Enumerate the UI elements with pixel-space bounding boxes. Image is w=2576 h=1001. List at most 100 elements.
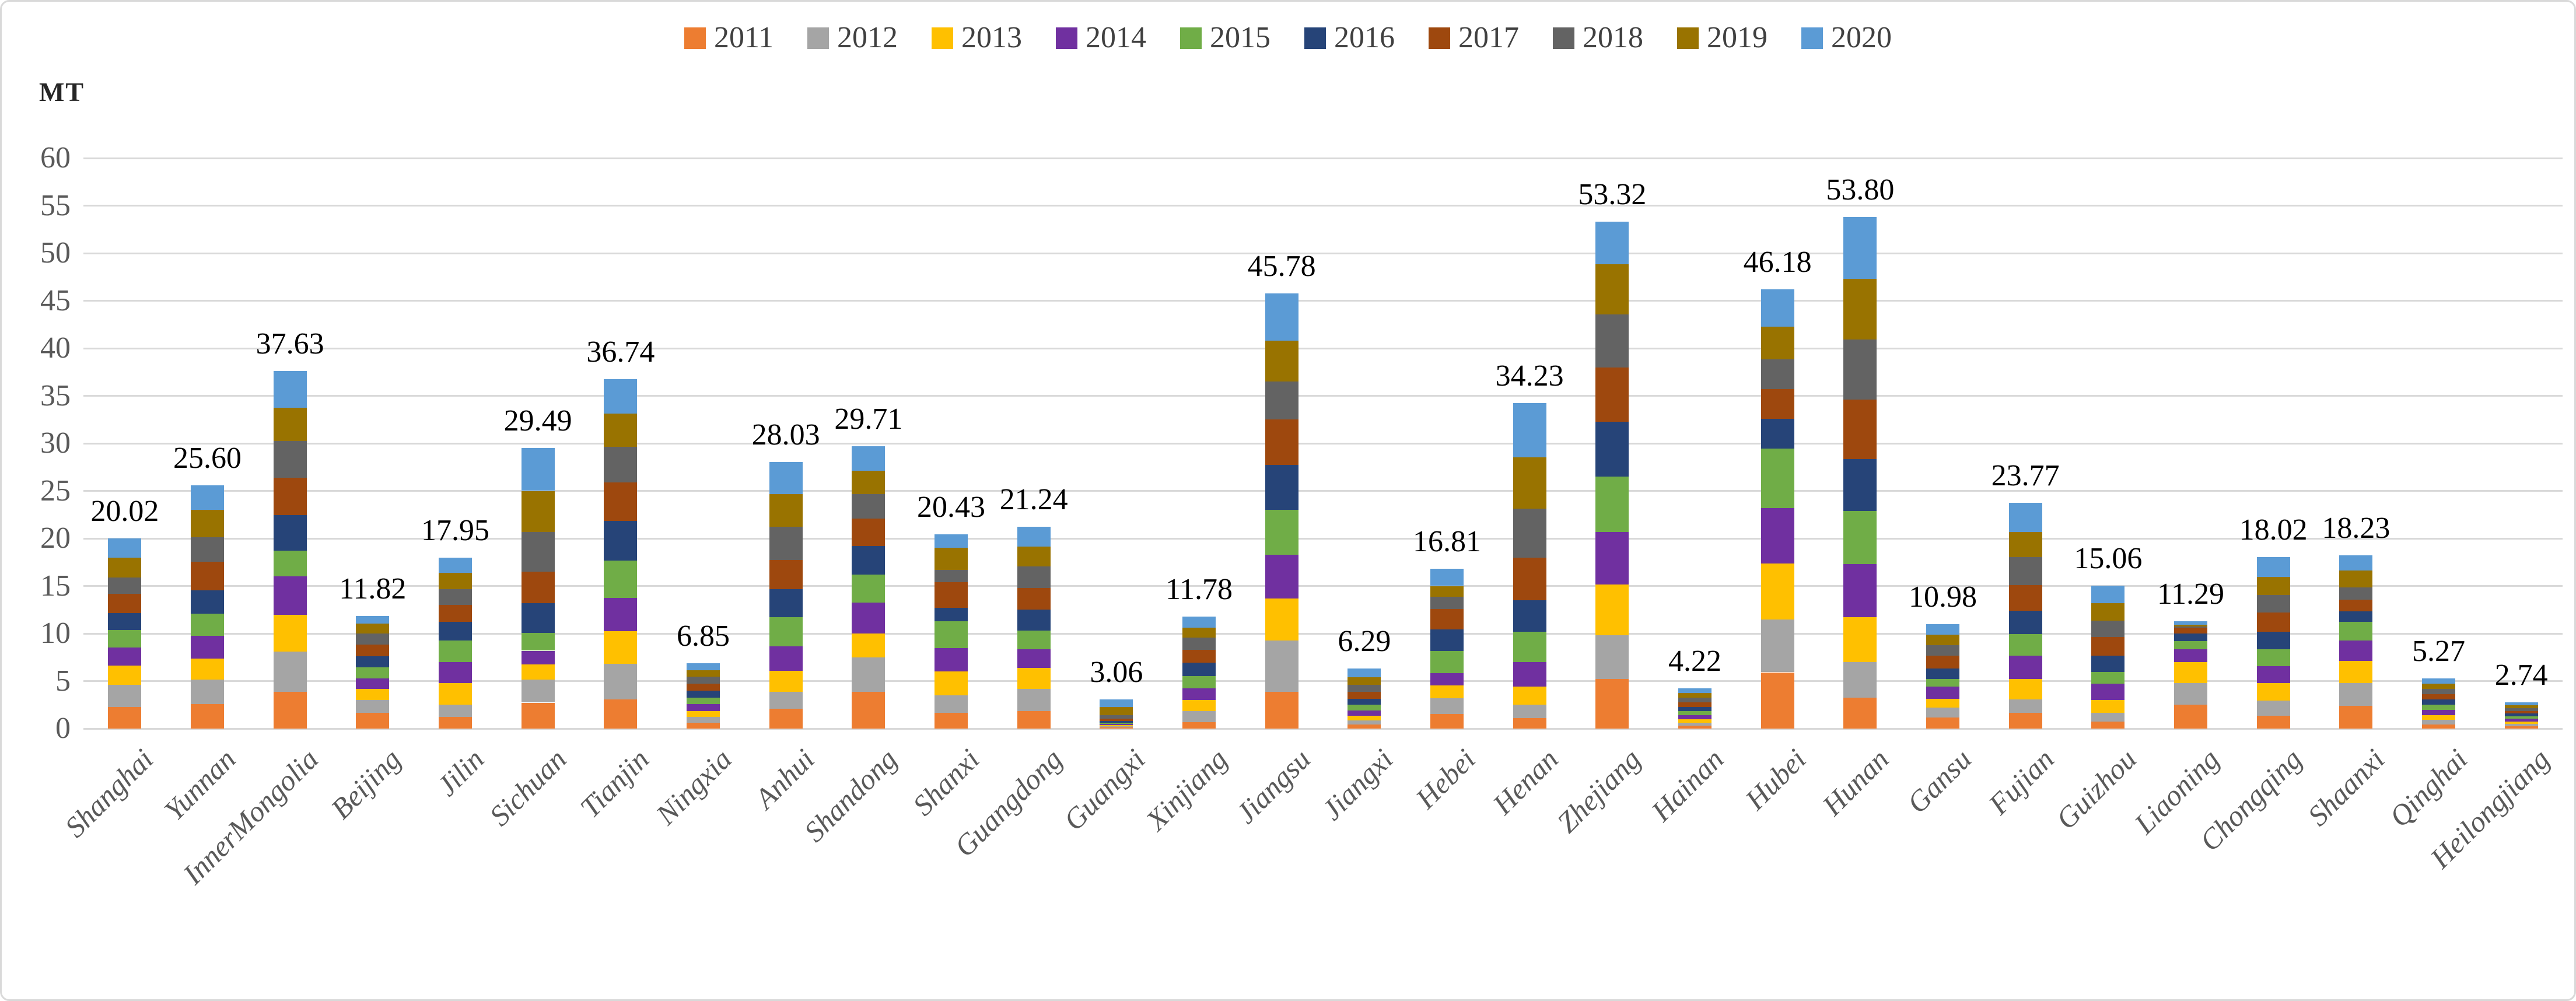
bar-segment-Qinghai-2013: [2422, 715, 2455, 720]
bar-segment-Henan-2016: [1513, 600, 1546, 632]
bar-segment-Shanxi-2012: [935, 695, 968, 713]
bar-segment-Yunnan-2017: [191, 562, 224, 591]
bar-total-label: 5.27: [2412, 635, 2465, 668]
bar-segment-Jiangsu-2017: [1265, 419, 1298, 465]
y-tick-label: 30: [40, 426, 71, 460]
bar-segment-Yunnan-2011: [191, 704, 224, 729]
bar-segment-Yunnan-2014: [191, 635, 224, 659]
bar-segment-Chongqing-2017: [2256, 612, 2290, 632]
bar-segment-Hebei-2020: [1430, 568, 1464, 586]
legend-swatch-icon: [1677, 27, 1699, 49]
bar-total-label: 18.02: [2239, 513, 2308, 547]
bar-segment-Sichuan-2020: [521, 448, 555, 491]
gridline: [83, 300, 2563, 302]
legend-swatch-icon: [1304, 27, 1326, 49]
bar-segment-Sichuan-2017: [521, 571, 555, 603]
bar-segment-Hainan-2019: [1678, 692, 1712, 698]
x-tick-label: Shaanxi: [2301, 742, 2391, 832]
bar-segment-Gansu-2011: [1926, 718, 1959, 729]
bar-segment-Jiangsu-2012: [1265, 640, 1298, 692]
y-tick-label: 0: [55, 712, 71, 745]
bar-segment-Zhejiang-2013: [1595, 584, 1629, 635]
bar-segment-Jiangxi-2011: [1348, 724, 1381, 729]
bar-segment-Shanghai-2019: [108, 557, 142, 578]
bar-segment-Shaanxi-2012: [2339, 683, 2373, 706]
bar-segment-Hunan-2013: [1843, 617, 1877, 663]
legend-label: 2018: [1583, 21, 1644, 54]
y-tick-label: 20: [40, 522, 71, 555]
bar-segment-Tianjin-2013: [604, 631, 638, 664]
bar-segment-Fujian-2011: [2008, 712, 2042, 729]
bar-segment-Zhejiang-2020: [1595, 221, 1629, 265]
bar-segment-Hainan-2013: [1678, 719, 1712, 723]
x-tick-label: Jilin: [430, 742, 490, 803]
bar-segment-Guangxi-2011: [1100, 727, 1133, 729]
bar-segment-Shaanxi-2016: [2339, 611, 2373, 622]
bar-segment-Hunan-2019: [1843, 278, 1877, 340]
bar-segment-Xinjiang-2013: [1182, 700, 1216, 711]
bar-segment-Chongqing-2014: [2256, 666, 2290, 684]
y-tick-label: 40: [40, 331, 71, 365]
gridline: [83, 585, 2563, 587]
bar-segment-Heilongjiang-2018: [2504, 708, 2538, 711]
bar-segment-Heilongjiang-2016: [2504, 713, 2538, 716]
bar-segment-InnerMongolia-2012: [273, 652, 307, 692]
bar-segment-Tianjin-2016: [604, 521, 638, 561]
bar-segment-Shanghai-2018: [108, 577, 142, 594]
bar-segment-Beijing-2018: [356, 633, 390, 645]
bar-segment-Hunan-2020: [1843, 217, 1877, 279]
bar-segment-Shanxi-2011: [935, 712, 968, 729]
legend-label: 2013: [961, 21, 1023, 54]
bar-segment-Shanghai-2020: [108, 538, 142, 558]
bar-segment-Heilongjiang-2014: [2504, 719, 2538, 722]
bar-segment-Beijing-2016: [356, 656, 390, 667]
bar-segment-Tianjin-2015: [604, 561, 638, 598]
y-tick-label: 50: [40, 236, 71, 270]
bar-segment-Xinjiang-2018: [1182, 638, 1216, 650]
x-tick-label: Jiangsu: [1229, 742, 1317, 830]
bar-segment-Heilongjiang-2019: [2504, 705, 2538, 708]
x-tick-label: Xinjiang: [1139, 742, 1234, 837]
bar-total-label: 37.63: [256, 327, 324, 360]
bar-segment-Sichuan-2013: [521, 664, 555, 680]
bar-segment-Yunnan-2012: [191, 679, 224, 704]
bar-segment-Shanxi-2015: [935, 621, 968, 648]
gridline: [83, 490, 2563, 492]
bar-total-label: 18.23: [2322, 511, 2390, 545]
bar-segment-Tianjin-2012: [604, 664, 638, 700]
x-tick-label: Hubei: [1738, 742, 1812, 816]
bar-total-label: 28.03: [751, 418, 820, 452]
bar-segment-Guangdong-2011: [1017, 711, 1051, 729]
bar-segment-Jiangxi-2016: [1348, 698, 1381, 705]
bar-segment-Guangxi-2013: [1100, 725, 1133, 727]
bar-segment-Hubei-2020: [1760, 289, 1794, 327]
bar-segment-Jilin-2013: [439, 682, 472, 705]
bar-segment-Xinjiang-2016: [1182, 662, 1216, 677]
bar-segment-Shandong-2015: [852, 574, 886, 603]
bar-segment-Hebei-2016: [1430, 629, 1464, 652]
bar-segment-Shandong-2016: [852, 545, 886, 575]
bar-total-label: 2.74: [2494, 659, 2548, 692]
bar-segment-Hubei-2018: [1760, 359, 1794, 390]
x-tick-label: Hunan: [1815, 742, 1895, 822]
bar-segment-Guangxi-2014: [1100, 724, 1133, 726]
bar-segment-Beijing-2020: [356, 616, 390, 624]
bar-segment-Heilongjiang-2011: [2504, 726, 2538, 729]
gridline: [83, 157, 2563, 159]
bar-total-label: 29.49: [503, 404, 572, 438]
bar-segment-Fujian-2012: [2008, 699, 2042, 713]
bar-segment-Guangdong-2019: [1017, 547, 1051, 566]
x-tick-label: Yunnan: [158, 742, 242, 827]
legend-label: 2015: [1210, 21, 1271, 54]
bar-segment-Yunnan-2020: [191, 485, 224, 510]
y-axis-unit-label: MT: [39, 77, 85, 107]
bar-segment-Fujian-2013: [2008, 678, 2042, 700]
legend-label: 2014: [1086, 21, 1147, 54]
bar-segment-InnerMongolia-2018: [273, 440, 307, 478]
bar-segment-Xinjiang-2020: [1182, 616, 1216, 628]
gridline: [83, 680, 2563, 682]
bar-segment-Jiangxi-2018: [1348, 685, 1381, 692]
bar-segment-Guangxi-2019: [1100, 707, 1133, 715]
bar-total-label: 17.95: [421, 514, 489, 548]
bar-segment-Shanghai-2017: [108, 594, 142, 613]
